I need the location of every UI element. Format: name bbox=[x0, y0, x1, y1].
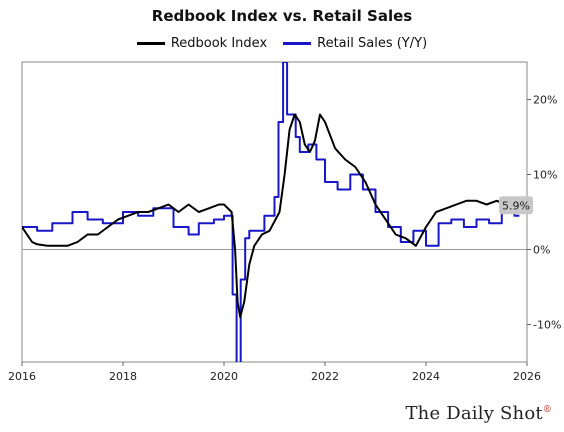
y-tick-label: 20% bbox=[533, 94, 557, 107]
series-line-redbook bbox=[22, 113, 517, 318]
legend-swatch-retail-sales bbox=[283, 42, 312, 45]
x-tick-label: 2018 bbox=[109, 370, 137, 383]
x-tick-label: 2024 bbox=[412, 370, 440, 383]
end-value-badge bbox=[499, 196, 533, 215]
y-tick-label: 10% bbox=[533, 169, 557, 182]
end-value-label: 5.9% bbox=[502, 199, 530, 212]
legend-label-retail-sales: Retail Sales (Y/Y) bbox=[317, 36, 428, 51]
legend-entry-retail-sales: Retail Sales (Y/Y) bbox=[283, 36, 427, 51]
chart-legend: Redbook Index Retail Sales (Y/Y) bbox=[0, 36, 564, 51]
y-tick-label: 0% bbox=[533, 244, 550, 257]
legend-entry-redbook: Redbook Index bbox=[136, 36, 268, 51]
y-tick-label: -10% bbox=[533, 319, 561, 332]
brand-logo: The Daily Shot® bbox=[405, 403, 552, 424]
x-tick-label: 2020 bbox=[210, 370, 238, 383]
chart-title: Redbook Index vs. Retail Sales bbox=[151, 7, 413, 25]
brand-logo-text: The Daily Shot bbox=[405, 403, 543, 424]
x-tick-label: 2016 bbox=[8, 370, 36, 383]
series-line-retail-sales bbox=[22, 62, 520, 362]
legend-label-redbook: Redbook Index bbox=[170, 36, 268, 51]
x-tick-label: 2026 bbox=[513, 370, 541, 383]
brand-registered-mark: ® bbox=[542, 405, 552, 415]
x-tick-label: 2022 bbox=[311, 370, 339, 383]
legend-swatch-redbook bbox=[136, 42, 165, 45]
